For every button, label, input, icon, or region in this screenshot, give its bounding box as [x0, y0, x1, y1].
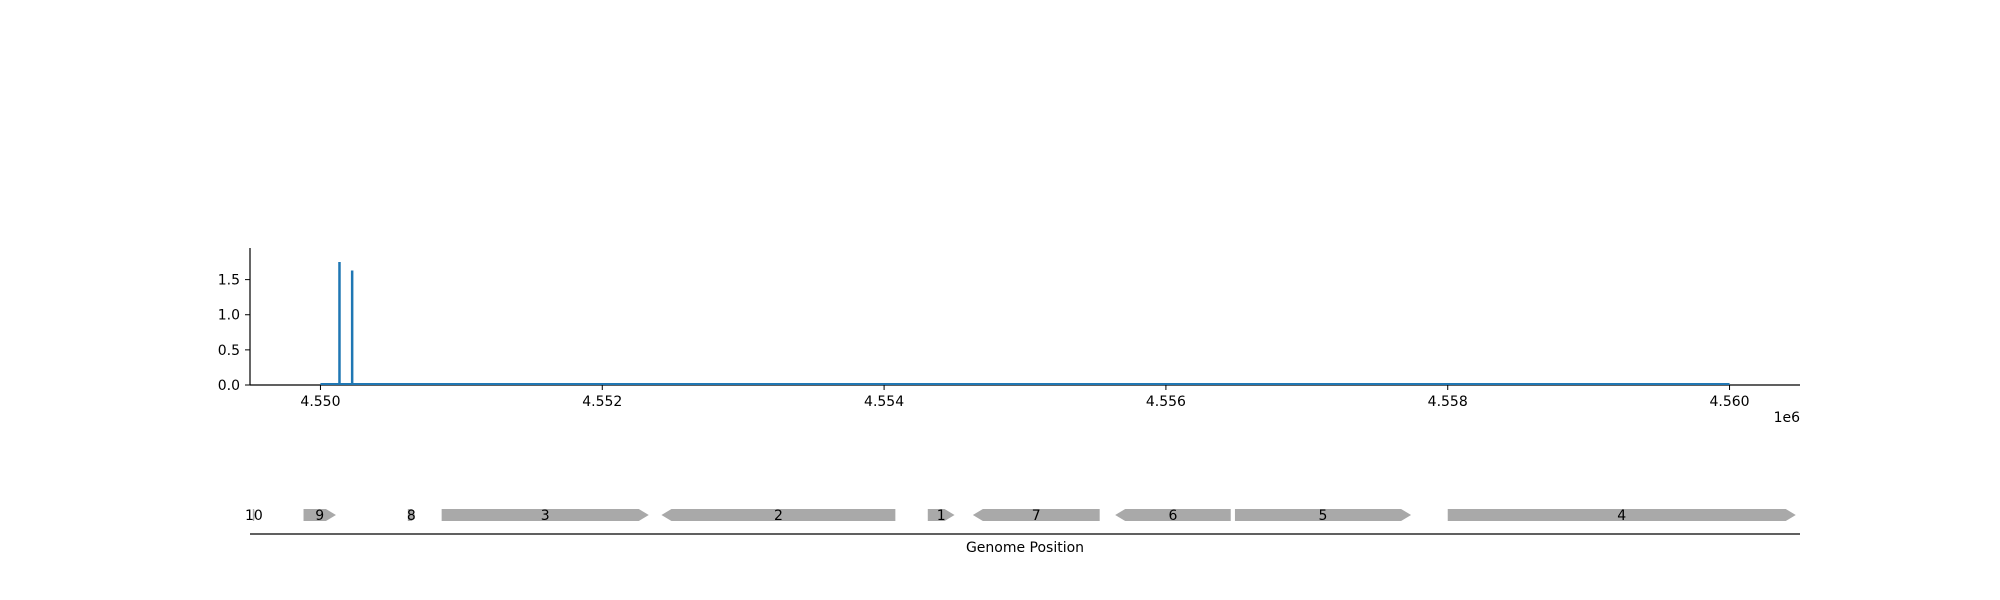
coverage-plot: 0.00.51.01.5 4.550 4.552 4.554 4.556 4.558 4.… [218, 248, 1800, 426]
gene-arrow [972, 509, 1100, 521]
y-tick-label: 1.5 [218, 273, 240, 289]
y-tick-label: 0.0 [218, 378, 240, 394]
x-axis-offset-label: 1e6 [1774, 410, 1801, 426]
x-axis-ticks: 4.550 4.552 4.554 4.556 4.558 4.560 [300, 385, 1750, 410]
gene-arrow [1115, 509, 1231, 521]
gene-label: 3 [541, 508, 550, 524]
gene-label: 8 [407, 508, 416, 524]
x-tick-label: 4.556 [1146, 394, 1186, 410]
gene-arrow [1447, 509, 1796, 521]
gene-arrow [661, 509, 896, 521]
x-tick-label: 4.550 [300, 394, 340, 410]
coverage-series [320, 262, 1730, 385]
gene-label: 4 [1617, 508, 1626, 524]
gene-label: 5 [1319, 508, 1328, 524]
gene-arrow [252, 509, 255, 521]
gene-label: 1 [937, 508, 946, 524]
x-tick-label: 4.554 [864, 394, 904, 410]
y-axis-ticks: 0.0 0.5 1.0 1.5 [218, 273, 250, 394]
gene-arrow [441, 509, 649, 521]
gene-arrow [1234, 509, 1412, 521]
gene-arrow [407, 509, 415, 521]
gene-label: 2 [774, 508, 783, 524]
gene-arrow [927, 509, 955, 521]
y-tick-label: 1.0 [218, 308, 240, 324]
gene-track-xlabel: Genome Position [966, 540, 1084, 556]
gene-features: 10 9 8 3 2 1 7 6 5 4 [245, 508, 1796, 524]
y-tick-label: 0.5 [218, 343, 240, 359]
x-tick-label: 4.560 [1709, 394, 1749, 410]
gene-label: 7 [1032, 508, 1041, 524]
gene-arrow [303, 509, 336, 521]
gene-label: 10 [245, 508, 263, 524]
gene-label: 6 [1168, 508, 1177, 524]
gene-label: 9 [315, 508, 324, 524]
gene-track: 10 9 8 3 2 1 7 6 5 4 Genome Position [245, 508, 1800, 556]
x-tick-label: 4.558 [1428, 394, 1468, 410]
x-tick-label: 4.552 [582, 394, 622, 410]
